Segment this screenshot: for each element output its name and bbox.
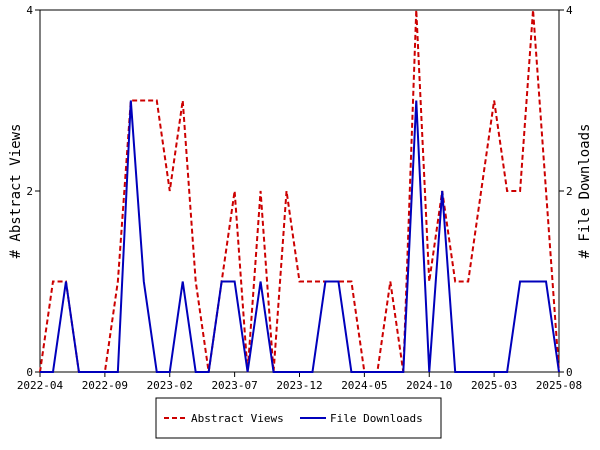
x-axis-ticks: 2022-04 2022-09 2023-02 2023-07 2023-12 2024-… xyxy=(17,372,582,392)
legend: Abstract Views File Downloads xyxy=(155,397,442,439)
legend-label-file-downloads: File Downloads xyxy=(330,412,423,425)
x-tick-label: 2024-10 xyxy=(406,379,452,392)
x-tick-label: 2022-04 xyxy=(17,379,64,392)
series-line-file-downloads xyxy=(40,100,560,373)
left-tick-label: 2 xyxy=(26,185,33,198)
legend-box xyxy=(155,397,442,439)
left-tick-label: 0 xyxy=(26,366,33,379)
x-tick-label: 2023-07 xyxy=(211,379,257,392)
x-tick-label: 2025-08 xyxy=(536,379,582,392)
left-axis-title: # Abstract Views xyxy=(8,124,24,259)
x-tick-label: 2025-03 xyxy=(471,379,517,392)
right-tick-label: 4 xyxy=(566,4,573,17)
x-tick-label: 2023-02 xyxy=(147,379,193,392)
left-axis-ticks: 0 2 4 xyxy=(26,4,40,379)
right-axis-ticks: 0 2 4 xyxy=(559,4,573,379)
legend-label-abstract-views: Abstract Views xyxy=(191,412,284,425)
left-tick-label: 4 xyxy=(26,4,33,17)
x-tick-label: 2023-12 xyxy=(276,379,322,392)
series-layer xyxy=(39,9,560,373)
x-tick-label: 2024-05 xyxy=(341,379,387,392)
series-line-abstract-views xyxy=(39,9,560,373)
right-tick-label: 2 xyxy=(566,185,573,198)
x-tick-label: 2022-09 xyxy=(82,379,128,392)
right-tick-label: 0 xyxy=(566,366,573,379)
right-axis-title: # File Downloads xyxy=(577,124,593,259)
